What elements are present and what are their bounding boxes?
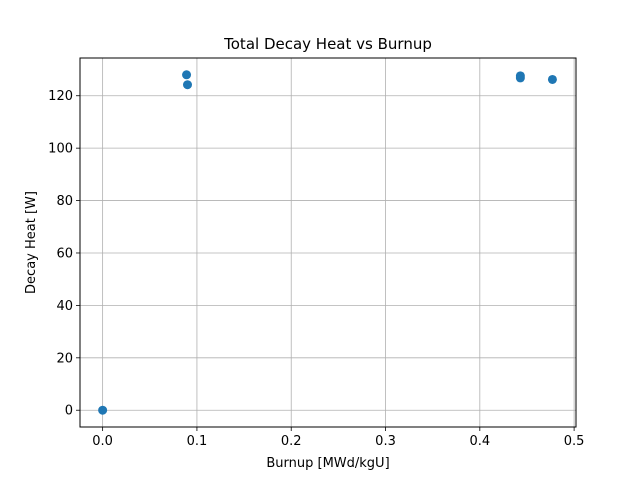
chart-title: Total Decay Heat vs Burnup	[223, 35, 432, 53]
x-tick-label: 0.5	[564, 434, 585, 449]
data-point	[182, 80, 192, 90]
x-tick-label: 0.4	[469, 434, 490, 449]
y-tick-label: 40	[56, 299, 73, 314]
data-point	[182, 70, 192, 80]
data-points	[98, 70, 557, 415]
y-tick-label: 0	[65, 404, 73, 419]
y-tick-label: 120	[48, 89, 73, 104]
data-point	[98, 405, 108, 415]
x-tick-label: 0.3	[375, 434, 396, 449]
y-tick-label: 60	[56, 246, 73, 261]
x-tick-label: 0.1	[187, 434, 208, 449]
y-tick-label: 20	[56, 351, 73, 366]
x-tick-label: 0.2	[281, 434, 302, 449]
axes-frame	[79, 57, 577, 428]
data-point	[515, 73, 525, 83]
axis-ticks: 0.0 0.1 0.2 0.3 0.4 0.5 0 20 40 60 80 100 120	[48, 89, 584, 449]
y-axis-label: Decay Heat [W]	[24, 191, 39, 294]
y-tick-label: 80	[56, 194, 73, 209]
y-tick-label: 100	[48, 142, 73, 157]
data-point	[547, 74, 557, 84]
x-tick-label: 0.0	[92, 434, 113, 449]
grid-lines	[80, 58, 576, 427]
x-axis-label: Burnup [MWd/kgU]	[266, 456, 389, 471]
